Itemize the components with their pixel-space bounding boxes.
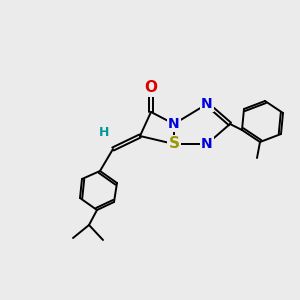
Text: N: N <box>201 97 213 111</box>
Text: N: N <box>201 137 213 151</box>
Text: H: H <box>99 127 109 140</box>
Text: S: S <box>169 136 179 152</box>
Text: N: N <box>168 117 180 131</box>
Text: O: O <box>145 80 158 95</box>
